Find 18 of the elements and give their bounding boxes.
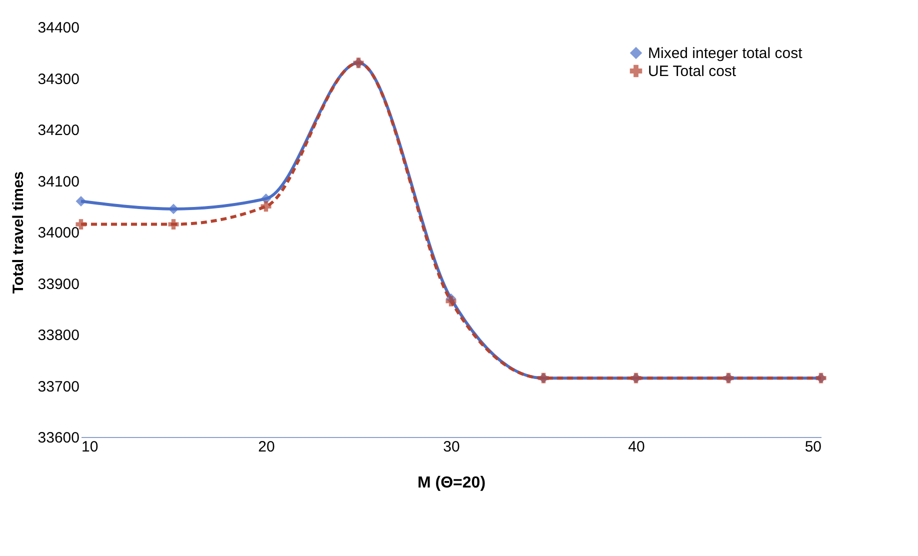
x-axis-title: M (Θ=20) xyxy=(417,474,486,492)
x-tick-label: 30 xyxy=(443,438,460,456)
y-tick-label: 33800 xyxy=(38,327,80,344)
legend-label: UE Total cost xyxy=(648,63,737,80)
y-tick-label: 33700 xyxy=(38,378,80,396)
x-tick-label: 10 xyxy=(82,438,98,456)
y-tick-label: 34000 xyxy=(38,224,80,242)
y-tick-label: 34300 xyxy=(38,70,80,88)
y-tick-label: 33600 xyxy=(38,430,80,446)
y-tick-label: 34100 xyxy=(38,173,80,190)
y-axis-title: Total travel times xyxy=(10,171,27,294)
x-tick-label: 20 xyxy=(258,438,275,456)
legend-label: Mixed integer total cost xyxy=(648,45,804,62)
y-tick-label: 34200 xyxy=(38,122,80,139)
x-tick-label: 50 xyxy=(804,438,822,456)
y-tick-label: 33900 xyxy=(38,276,80,293)
y-tick-label: 34400 xyxy=(38,20,80,36)
x-tick-label: 40 xyxy=(628,438,645,456)
